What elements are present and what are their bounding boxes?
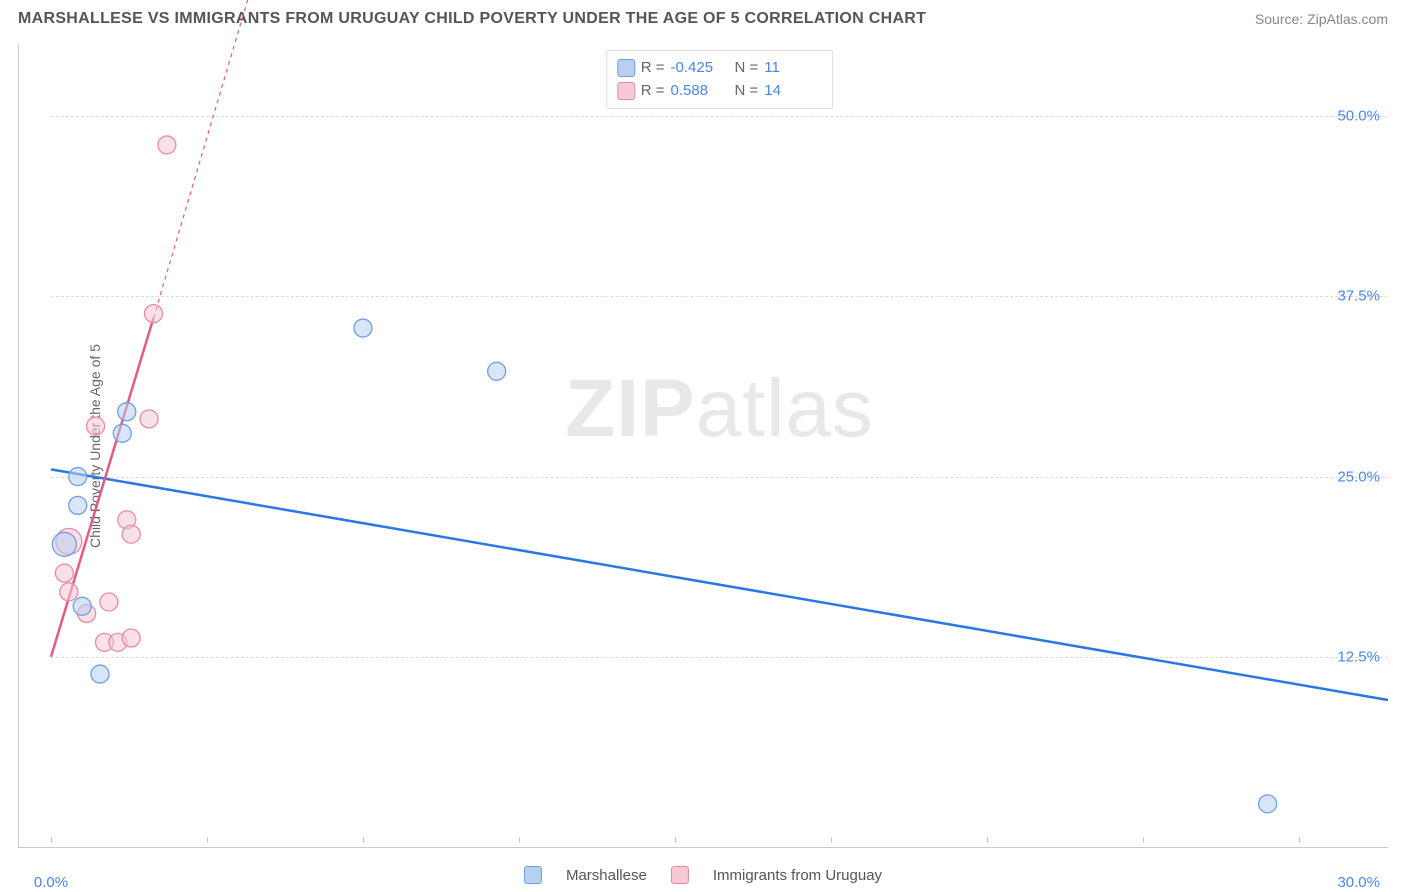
legend-label-uruguay: Immigrants from Uruguay	[713, 867, 882, 884]
swatch-series1	[617, 59, 635, 77]
plot-svg	[51, 44, 1388, 837]
chart-title: MARSHALLESE VS IMMIGRANTS FROM URUGUAY C…	[18, 10, 926, 28]
n-label: N =	[735, 57, 759, 80]
swatch-marshallese	[524, 866, 542, 884]
r-value-series2: 0.588	[671, 80, 729, 103]
n-value-series2: 14	[764, 80, 822, 103]
swatch-uruguay	[671, 866, 689, 884]
legend-row-series2: R = 0.588 N = 14	[617, 80, 823, 103]
swatch-series2	[617, 82, 635, 100]
source-attribution: Source: ZipAtlas.com	[1255, 11, 1388, 27]
legend-series: Marshallese Immigrants from Uruguay	[524, 866, 882, 884]
xtick-label: 0.0%	[34, 874, 68, 891]
n-value-series1: 11	[764, 57, 822, 80]
n-label: N =	[735, 80, 759, 103]
legend-row-series1: R = -0.425 N = 11	[617, 57, 823, 80]
plot-region: ZIPatlas 12.5%25.0%37.5%50.0%0.0%30.0% R…	[51, 44, 1388, 837]
r-label: R =	[641, 57, 665, 80]
r-label: R =	[641, 80, 665, 103]
legend-label-marshallese: Marshallese	[566, 867, 647, 884]
legend-correlation: R = -0.425 N = 11 R = 0.588 N = 14	[606, 50, 834, 109]
chart-area: Child Poverty Under the Age of 5 ZIPatla…	[18, 44, 1388, 848]
xtick-label: 30.0%	[1337, 874, 1380, 891]
r-value-series1: -0.425	[671, 57, 729, 80]
